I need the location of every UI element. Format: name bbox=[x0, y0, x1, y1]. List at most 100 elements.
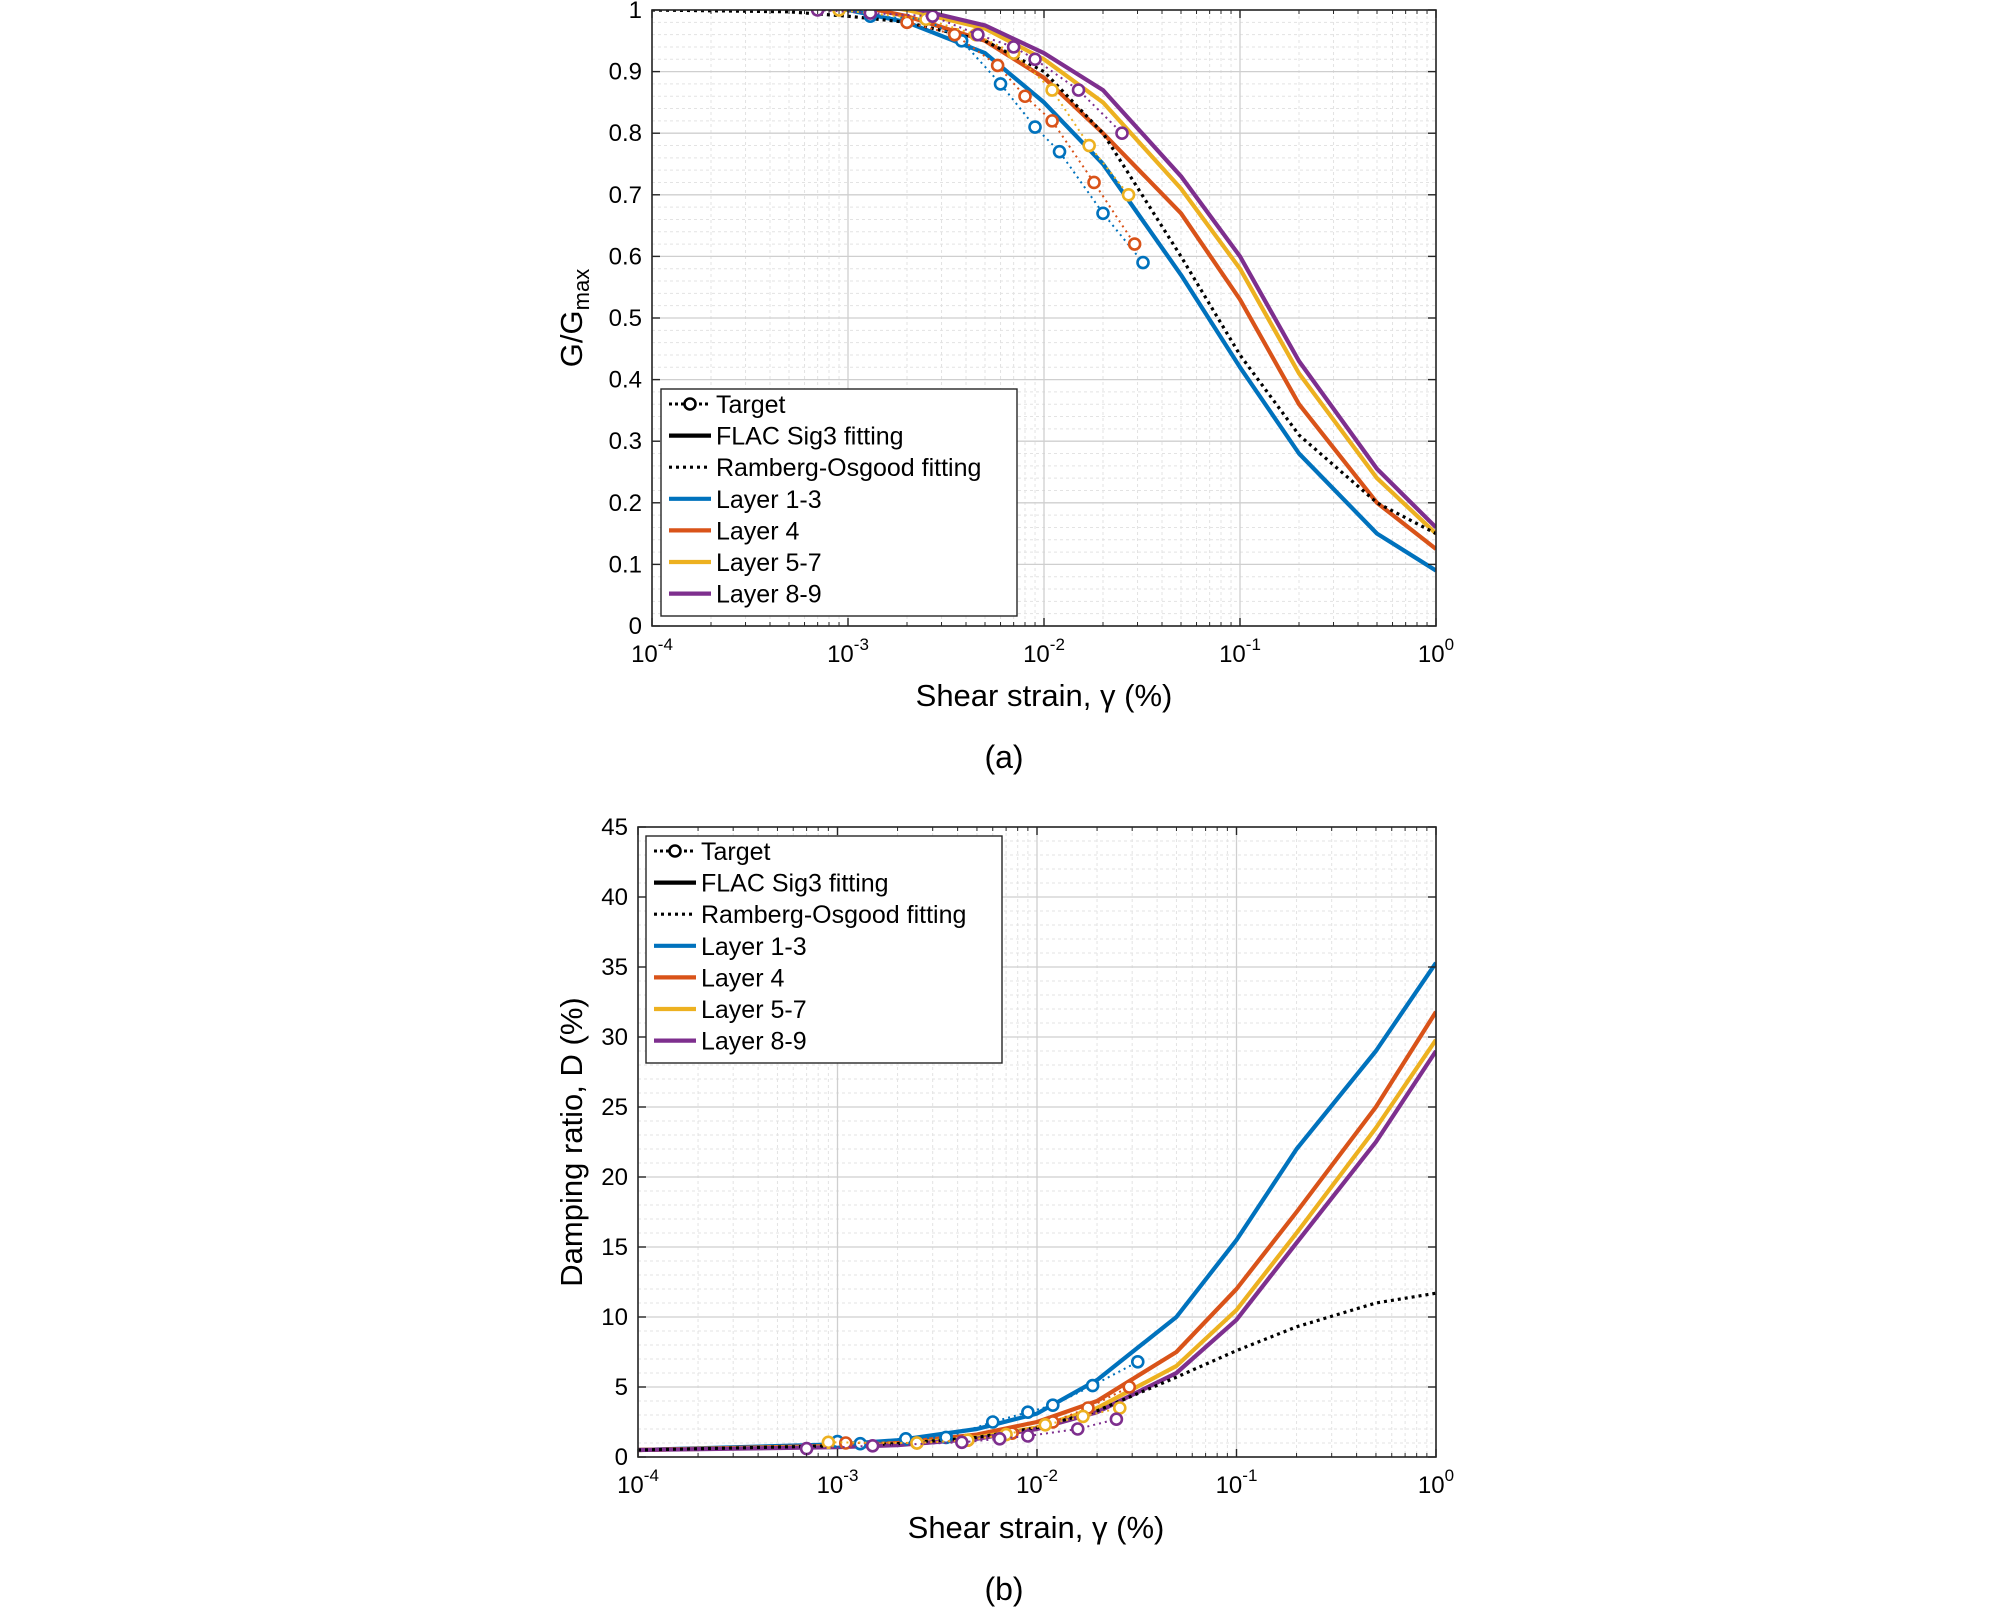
data-point-target-layer-8-9 bbox=[863, 10, 878, 20]
data-point-target-layer-1-3 bbox=[1045, 1398, 1060, 1412]
x-tick-exponent: 0 bbox=[1445, 1466, 1454, 1485]
legend-label: Layer 4 bbox=[716, 517, 799, 545]
y-tick-label: 40 bbox=[601, 884, 628, 911]
x-tick-base: 10 bbox=[1219, 641, 1246, 668]
data-point-target-layer-4 bbox=[1018, 89, 1032, 104]
data-point-target-layer-8-9 bbox=[1109, 1412, 1124, 1426]
x-tick-exponent: -3 bbox=[854, 635, 869, 654]
y-tick-label: 25 bbox=[601, 1094, 628, 1121]
legend-label: Layer 5-7 bbox=[716, 549, 822, 577]
x-tick-exponent: -3 bbox=[843, 1466, 858, 1485]
legend-label: Layer 1-3 bbox=[701, 933, 807, 961]
y-tick-label: 0.9 bbox=[609, 59, 642, 86]
data-point-target-layer-5-7 bbox=[1045, 83, 1059, 97]
y-tick-label: 0.7 bbox=[609, 182, 642, 209]
data-point-target-layer-4 bbox=[1045, 114, 1059, 128]
x-tick-exponent: -4 bbox=[658, 635, 673, 654]
caption-a: (a) bbox=[984, 739, 1023, 775]
data-point-target-layer-1-3 bbox=[899, 1432, 913, 1446]
y-tick-label: 20 bbox=[601, 1164, 628, 1191]
x-tick-exponent: -1 bbox=[1246, 635, 1261, 654]
data-point-target-layer-8-9 bbox=[955, 1435, 969, 1450]
x-tick-base: 10 bbox=[631, 641, 658, 668]
legend-entry: Layer 4 bbox=[669, 517, 799, 545]
y-tick-label: 45 bbox=[601, 814, 628, 841]
data-point-target-layer-4 bbox=[947, 27, 962, 42]
legend-label: Layer 5-7 bbox=[701, 996, 807, 1024]
x-tick-exponent: -1 bbox=[1242, 1466, 1257, 1485]
data-point-target-layer-1-3 bbox=[1136, 255, 1150, 270]
x-tick-base: 10 bbox=[1016, 1472, 1043, 1499]
legend-entry: Layer 5-7 bbox=[669, 549, 822, 577]
y-tick-label: 0.4 bbox=[609, 367, 642, 394]
x-tick-exponent: -4 bbox=[644, 1466, 659, 1485]
legend-entry: Layer 1-3 bbox=[654, 933, 807, 961]
x-tick-exponent: 0 bbox=[1445, 635, 1454, 654]
legend-label: Layer 8-9 bbox=[716, 581, 822, 609]
legend-label: FLAC Sig3 fitting bbox=[716, 423, 904, 451]
legend-label: Layer 4 bbox=[701, 964, 784, 992]
x-tick-label: 100 bbox=[1418, 635, 1454, 668]
legend-entry: Layer 1-3 bbox=[669, 486, 822, 514]
y-tick-label: 35 bbox=[601, 954, 628, 981]
y-tick-label: 0.2 bbox=[609, 490, 642, 517]
data-point-target-layer-8-9 bbox=[925, 10, 940, 23]
x-axis-label-b: Shear strain, γ (%) bbox=[908, 1510, 1165, 1545]
series-a bbox=[652, 10, 1436, 573]
x-tick-base: 10 bbox=[827, 641, 854, 668]
data-point-target-layer-4 bbox=[1127, 237, 1142, 251]
series-line-layer-4 bbox=[867, 10, 1436, 551]
x-tick-label: 10-2 bbox=[1023, 635, 1065, 668]
data-point-target-layer-8-9 bbox=[1070, 1422, 1085, 1436]
x-tick-base: 10 bbox=[1418, 641, 1445, 668]
legend-a: Target FLAC Sig3 fitting Ramberg-Osgood fi… bbox=[660, 388, 1018, 617]
y-tick-label: 0 bbox=[615, 1444, 628, 1471]
y-tick-label: 0.3 bbox=[609, 428, 642, 455]
data-point-target-layer-1-3 bbox=[993, 77, 1008, 91]
legend-entry: FLAC Sig3 fitting bbox=[669, 423, 904, 451]
caption-b: (b) bbox=[984, 1571, 1023, 1607]
x-tick-label: 10-3 bbox=[817, 1466, 859, 1499]
data-point-target-layer-1-3 bbox=[1028, 120, 1042, 134]
legend-entry: Layer 8-9 bbox=[669, 581, 822, 609]
legend-label: Layer 1-3 bbox=[716, 486, 822, 514]
data-point-target-layer-1-3 bbox=[1085, 1378, 1100, 1393]
x-axis-label-a: Shear strain, γ (%) bbox=[916, 678, 1173, 713]
y-tick-label: 5 bbox=[615, 1374, 628, 1401]
x-tick-label: 10-4 bbox=[631, 635, 673, 668]
legend-entry: Target bbox=[669, 391, 786, 419]
y-tick-label: 0.6 bbox=[609, 243, 642, 270]
data-point-target-layer-5-7 bbox=[821, 1435, 836, 1450]
legend-label: Target bbox=[701, 838, 771, 866]
legend-entry: Layer 5-7 bbox=[654, 996, 807, 1024]
legend-entry: Layer 4 bbox=[654, 964, 784, 992]
legend-entry: Ramberg-Osgood fitting bbox=[669, 454, 981, 482]
data-point-target-layer-5-7 bbox=[1076, 1409, 1090, 1424]
y-axis-label-a-main: G/G bbox=[554, 310, 589, 367]
legend-marker bbox=[668, 844, 682, 858]
legend-b: Target FLAC Sig3 fitting Ramberg-Osgood fi… bbox=[645, 835, 1003, 1064]
x-tick-exponent: -2 bbox=[1050, 635, 1065, 654]
data-point-target-layer-4 bbox=[990, 58, 1005, 73]
legend-entry: Ramberg-Osgood fitting bbox=[654, 901, 966, 929]
series-b bbox=[638, 961, 1436, 1456]
data-point-target-layer-1-3 bbox=[1130, 1355, 1145, 1369]
x-tick-label: 10-2 bbox=[1016, 1466, 1058, 1499]
data-point-target-layer-5-7 bbox=[1082, 138, 1096, 153]
data-point-target-layer-8-9 bbox=[971, 27, 985, 42]
legend-label: Layer 8-9 bbox=[701, 1028, 807, 1056]
x-tick-base: 10 bbox=[617, 1472, 644, 1499]
data-point-target-layer-5-7 bbox=[1121, 188, 1136, 202]
y-axis-label-b: Damping ratio, D (%) bbox=[554, 997, 589, 1286]
y-tick-label: 30 bbox=[601, 1024, 628, 1051]
data-point-target-layer-4 bbox=[900, 15, 914, 30]
x-tick-label: 10-4 bbox=[617, 1466, 659, 1499]
legend-box bbox=[660, 388, 1018, 617]
data-point-target-layer-8-9 bbox=[1006, 40, 1021, 54]
legend-label: Ramberg-Osgood fitting bbox=[701, 901, 966, 929]
x-tick-base: 10 bbox=[1418, 1472, 1445, 1499]
